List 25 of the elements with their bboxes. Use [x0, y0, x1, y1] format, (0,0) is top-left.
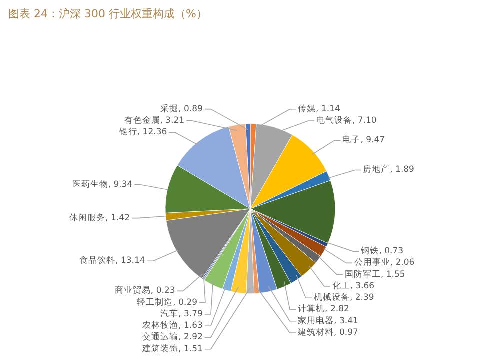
slice-label: 传媒, 1.14: [298, 103, 340, 114]
slice-label: 采掘, 0.89: [160, 103, 203, 114]
slice-label: 交通运输, 2.92: [142, 332, 203, 343]
slice-label: 房地产, 1.89: [363, 164, 414, 176]
chart-title: 图表 24：沪深 300 行业权重构成（%）: [8, 8, 208, 20]
slice-label: 有色金属, 3.21: [124, 114, 185, 126]
slice-label: 电气设备, 7.10: [316, 114, 377, 126]
slice-label: 钢铁, 0.73: [360, 246, 404, 257]
slice-label: 公用事业, 2.06: [354, 257, 415, 268]
slice-label: 家用电器, 3.41: [298, 315, 358, 326]
slice-label: 银行, 12.36: [118, 126, 168, 138]
slice-label: 计算机, 2.82: [298, 304, 350, 315]
slice-label: 医药生物, 9.34: [72, 178, 133, 190]
slice-label: 建筑装饰, 1.51: [142, 343, 203, 354]
slice-label: 机械设备, 2.39: [314, 292, 374, 304]
slice-label: 食品饮料, 13.14: [80, 255, 146, 266]
slice-label: 电子, 9.47: [342, 134, 386, 146]
slice-label: 国防军工, 1.55: [344, 268, 406, 280]
slice-label: 化工, 3.66: [332, 280, 375, 292]
slice-label: 休闲服务, 1.42: [70, 212, 130, 224]
slice-label: 建筑材料, 0.97: [297, 327, 358, 338]
slice-label: 农林牧渔, 1.63: [142, 320, 203, 332]
slice-label: 轻工制造, 0.29: [137, 296, 198, 308]
slice-label: 商业贸易, 0.23: [114, 285, 176, 296]
slice-label: 汽车, 3.79: [160, 308, 203, 320]
